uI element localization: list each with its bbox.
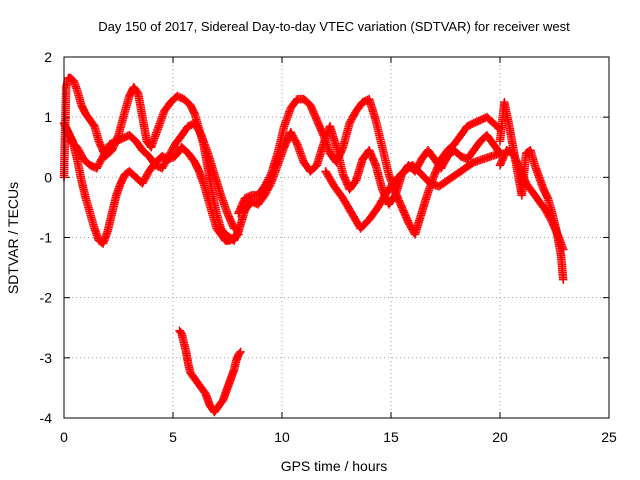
data-point	[235, 349, 244, 358]
y-tick-label: -3	[40, 350, 53, 366]
y-axis-label: SDTVAR / TECUs	[5, 182, 21, 294]
data-point	[236, 347, 245, 357]
series-track-mid	[66, 118, 239, 233]
x-tick-label: 25	[601, 429, 617, 445]
series-track-evening-b	[495, 146, 568, 254]
series-track-dip	[175, 326, 245, 417]
x-tick-label: 20	[492, 429, 508, 445]
data-point	[232, 231, 242, 240]
x-tick-label: 5	[169, 429, 177, 445]
y-tick-label: -4	[40, 410, 53, 426]
plot-frame	[63, 56, 610, 419]
x-tick-label: 0	[60, 429, 68, 445]
data-point	[558, 245, 568, 254]
y-tick-label: 1	[44, 109, 52, 125]
points-layer	[59, 73, 568, 417]
x-axis-label: GPS time / hours	[281, 458, 388, 474]
chart-title: Day 150 of 2017, Sidereal Day-to-day VTE…	[98, 19, 570, 34]
series-track-day-c	[321, 149, 505, 233]
y-tick-label: -1	[40, 230, 53, 246]
data-point	[132, 87, 142, 96]
x-tick-label: 10	[274, 429, 290, 445]
x-tick-label: 15	[383, 429, 399, 445]
data-point	[558, 275, 568, 284]
data-point	[176, 328, 185, 337]
y-tick-label: 0	[44, 169, 52, 185]
y-tick-label: -2	[40, 290, 53, 306]
grid-layer	[64, 57, 609, 418]
y-tick-label: 2	[44, 49, 52, 65]
